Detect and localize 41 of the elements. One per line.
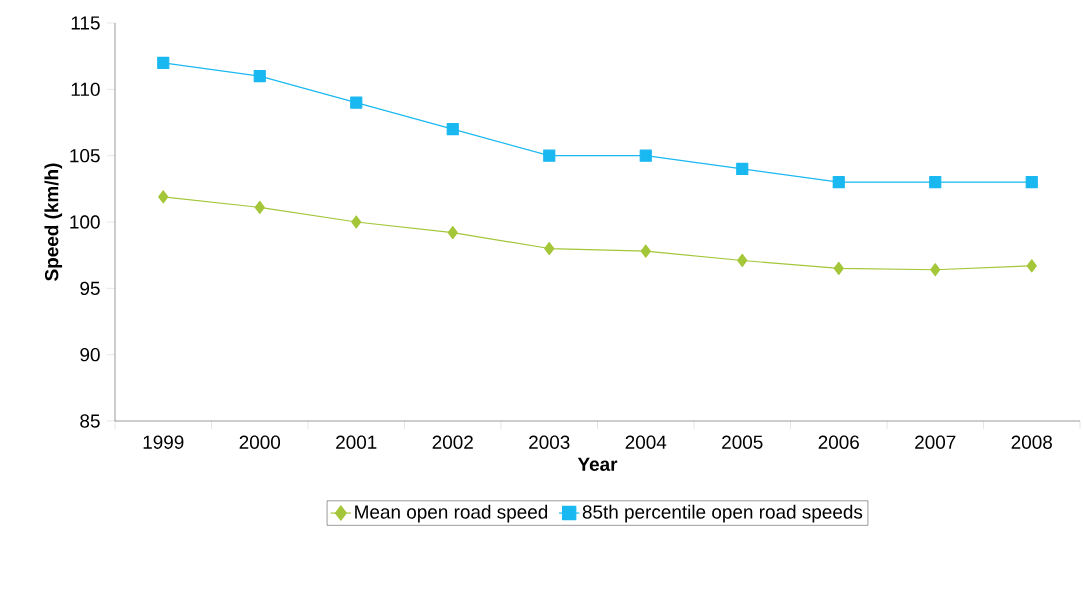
x-tick-label: 1999	[143, 435, 184, 449]
y-tick-label: 110	[71, 82, 100, 97]
x-tick-label: 2000	[239, 435, 281, 449]
point	[639, 149, 652, 162]
y-tick-label: 105	[70, 148, 100, 163]
y-axis-title: Speed (km/h)	[44, 163, 63, 281]
x-tick-label: 2006	[818, 435, 859, 449]
x-tick-label: 2007	[915, 435, 956, 449]
x-tick-label: 2001	[336, 435, 377, 449]
point	[1025, 176, 1038, 189]
point	[157, 56, 170, 69]
legend-label: Mean open road speed	[355, 504, 548, 523]
point	[158, 190, 169, 204]
x-tick-label: 2002	[432, 435, 473, 449]
point	[1026, 259, 1037, 273]
point	[929, 176, 942, 189]
point	[543, 149, 556, 162]
x-axis-title: Year	[577, 457, 618, 471]
point	[544, 241, 555, 256]
y-tick-label: 85	[80, 414, 100, 428]
point	[640, 244, 651, 258]
point	[350, 96, 363, 109]
point	[253, 69, 266, 83]
point	[447, 226, 458, 240]
point	[832, 176, 845, 189]
point	[833, 261, 844, 276]
y-tick-label: 90	[80, 347, 100, 362]
point	[446, 123, 459, 136]
point	[736, 162, 749, 176]
point	[737, 253, 748, 268]
x-tick-label: 2004	[625, 435, 667, 449]
y-tick-label: 95	[80, 281, 100, 296]
y-tick-label: 100	[70, 215, 100, 229]
x-tick-label: 2008	[1011, 435, 1052, 449]
x-tick-label: 2003	[529, 435, 570, 449]
point	[254, 200, 265, 215]
x-tick-label: 2005	[722, 435, 763, 449]
y-tick-label: 115	[71, 16, 100, 30]
point	[930, 263, 941, 277]
legend-label: 85th percentile open road speeds	[582, 504, 863, 523]
point	[351, 215, 362, 229]
